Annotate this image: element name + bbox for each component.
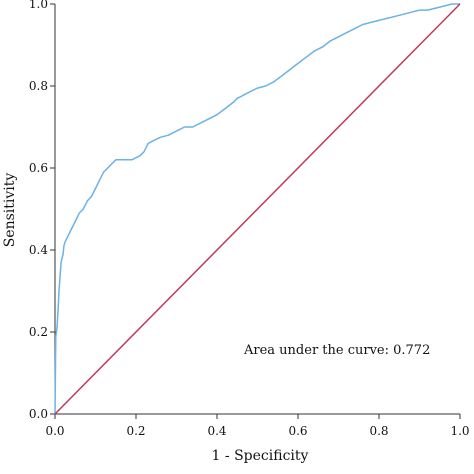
x-axis-title: 1 - Specificity <box>212 448 309 464</box>
roc-curve-line <box>54 3 460 415</box>
y-tick-label: 0.0 <box>29 407 48 421</box>
y-tick-label: 1.0 <box>29 0 48 11</box>
auc-annotation: Area under the curve: 0.772 <box>243 343 430 358</box>
reference-diagonal-line <box>54 3 461 415</box>
x-tick-label: 0.2 <box>126 424 145 438</box>
y-tick-label: 0.2 <box>29 325 48 339</box>
y-axis-title: Sensitivity <box>2 173 18 248</box>
y-tick-label: 0.6 <box>29 161 48 175</box>
series-layer <box>54 3 461 415</box>
x-tick-label: 1.0 <box>450 424 469 438</box>
x-tick-label: 0.4 <box>207 424 226 438</box>
x-tick-label: 0.6 <box>288 424 307 438</box>
x-tick-label: 0.0 <box>45 424 64 438</box>
x-tick-label: 0.8 <box>369 424 388 438</box>
y-tick-label: 0.8 <box>29 79 48 93</box>
axes: 0.0 0.2 0.4 0.6 0.8 1.0 0.0 0.2 0.4 0.6 0.8 1.0 <box>29 0 470 438</box>
y-tick-label: 0.4 <box>29 243 48 257</box>
